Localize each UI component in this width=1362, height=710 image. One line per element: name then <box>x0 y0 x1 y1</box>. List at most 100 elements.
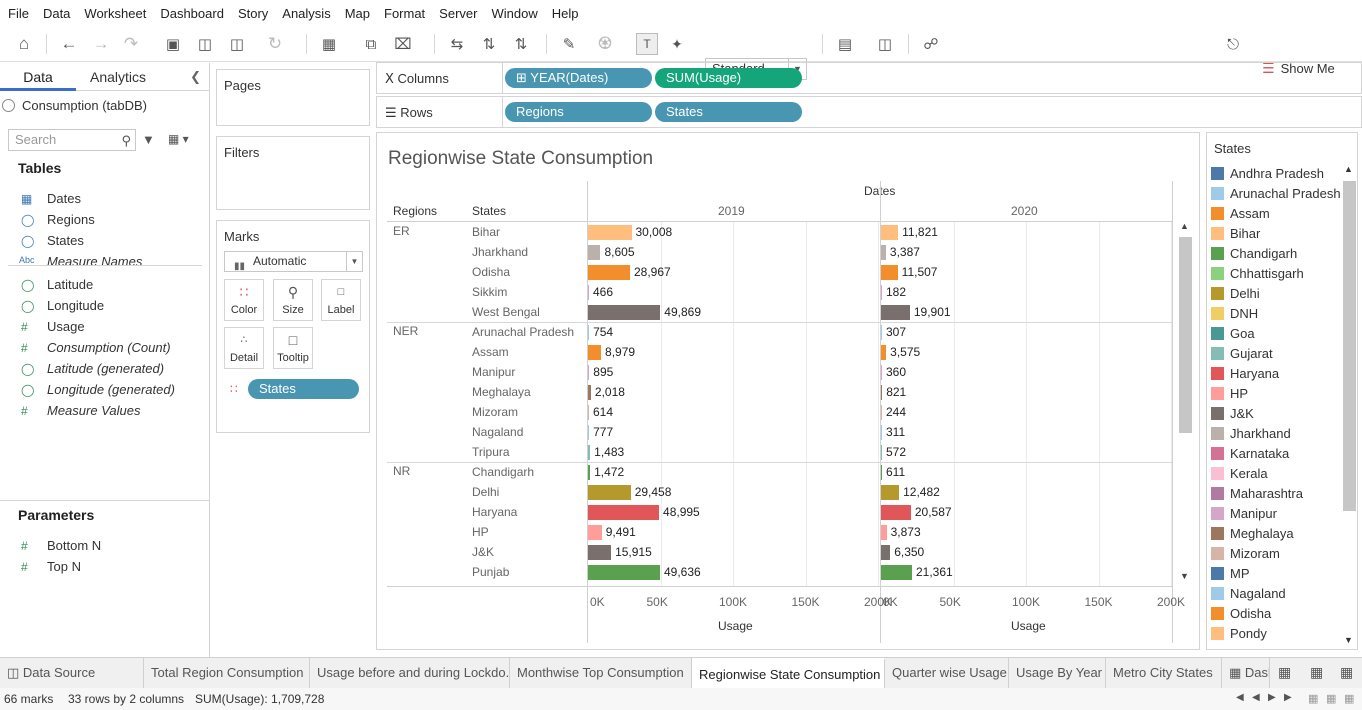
share-icon[interactable]: ☍ <box>923 36 939 53</box>
bar-mark[interactable] <box>588 385 591 400</box>
legend-item[interactable]: Goa <box>1211 323 1255 343</box>
field-item[interactable]: Dates <box>47 191 81 206</box>
bar-mark[interactable] <box>588 425 590 440</box>
legend-item[interactable]: J&K <box>1211 403 1254 423</box>
duplicate-sheet-icon[interactable]: ⧉ <box>365 35 377 53</box>
legend-item[interactable]: MP <box>1211 563 1250 583</box>
legend-item[interactable]: Chhattisgarh <box>1211 263 1304 283</box>
legend-item[interactable]: Jharkhand <box>1211 423 1291 443</box>
sheet-tab[interactable]: ▦ Dasl <box>1222 658 1270 689</box>
grid-view-icon[interactable]: ▦ <box>1308 693 1319 705</box>
bar-mark[interactable] <box>588 265 630 280</box>
filters-card[interactable]: Filters <box>216 136 370 210</box>
menu-format[interactable]: Format <box>384 5 426 21</box>
sheet-tab[interactable]: Metro City States <box>1106 658 1222 689</box>
size-button[interactable]: ⚲ Size <box>273 279 313 321</box>
field-item[interactable]: Measure Values <box>47 403 141 418</box>
show-cards-icon[interactable]: ▤ <box>837 36 853 53</box>
show-me-card-icon[interactable]: ⎋ <box>1227 35 1239 53</box>
bar-mark[interactable] <box>588 345 602 360</box>
parameter-item[interactable]: Top N <box>47 559 81 574</box>
save-icon[interactable]: ▣ <box>165 36 181 53</box>
undo-icon[interactable]: ← <box>60 34 78 53</box>
show-mark-labels-icon[interactable]: T <box>636 33 658 55</box>
regions-pill[interactable]: Regions <box>505 102 652 122</box>
sort-ascending-icon[interactable]: ⇅ <box>482 36 496 53</box>
menu-story[interactable]: Story <box>237 5 269 21</box>
legend-item[interactable]: Maharashtra <box>1211 483 1303 503</box>
bar-mark[interactable] <box>588 285 589 300</box>
bar-mark[interactable] <box>881 485 900 500</box>
tab-data[interactable]: Data <box>0 63 76 91</box>
refresh-icon[interactable]: ↻ <box>267 34 283 53</box>
legend-item[interactable]: DNH <box>1211 303 1258 323</box>
filter-icon[interactable]: ▼ <box>142 132 155 147</box>
field-item[interactable]: Usage <box>47 319 85 334</box>
bar-mark[interactable] <box>588 505 660 520</box>
datasource-item[interactable]: Consumption (tabDB) <box>2 98 147 113</box>
mark-type-select[interactable]: ▮▮ Automatic ▼ <box>224 251 363 272</box>
pages-card[interactable]: Pages <box>216 69 370 126</box>
bar-mark[interactable] <box>881 445 882 460</box>
legend-item[interactable]: Kerala <box>1211 463 1268 483</box>
sheet-tab[interactable]: Usage By Year <box>1009 658 1106 689</box>
scroll-up-icon[interactable]: ▲ <box>1344 164 1353 174</box>
new-story-tab-icon[interactable]: ▦ <box>1340 664 1354 680</box>
sum-usage-pill[interactable]: SUM(Usage) <box>655 68 802 88</box>
bar-mark[interactable] <box>881 345 887 360</box>
sheet-tab[interactable]: Monthwise Top Consumption <box>510 658 692 689</box>
detail-button[interactable]: ∴ Detail <box>224 327 264 369</box>
view-options-icon[interactable]: ▦ ▾ <box>168 132 189 146</box>
bar-mark[interactable] <box>588 405 589 420</box>
collapse-pane-icon[interactable]: ❮ <box>190 69 201 84</box>
legend-item[interactable]: Karnataka <box>1211 443 1289 463</box>
next-page-icon[interactable]: ▶ <box>1268 692 1276 703</box>
presentation-mode-icon[interactable]: ◫ <box>877 36 893 53</box>
sheet-tab[interactable]: Usage before and during Lockdo... <box>310 658 510 689</box>
color-button[interactable]: ∷ Color <box>224 279 264 321</box>
legend-item[interactable]: Mizoram <box>1211 543 1280 563</box>
bar-mark[interactable] <box>881 265 898 280</box>
sheet-tab[interactable]: ◫ Data Source <box>0 658 144 689</box>
field-item[interactable]: Regions <box>47 212 95 227</box>
fix-axes-icon[interactable]: ✦ <box>671 35 683 52</box>
sheet-tab[interactable]: Total Region Consumption <box>144 658 310 689</box>
tab-analytics[interactable]: Analytics <box>89 69 147 85</box>
scroll-up-icon[interactable]: ▲ <box>1180 221 1189 231</box>
bar-mark[interactable] <box>588 225 632 240</box>
sheet-tab[interactable]: Quarter wise Usage <box>885 658 1009 689</box>
new-worksheet-tab-icon[interactable]: ▦ <box>1278 664 1292 680</box>
highlight-icon[interactable]: ✎ <box>562 36 576 53</box>
year-dates-pill[interactable]: ⊞ YEAR(Dates) <box>505 68 652 88</box>
bar-mark[interactable] <box>881 545 891 560</box>
tab-view-icon[interactable]: ▦ <box>1344 693 1355 705</box>
replay-icon[interactable]: ↷ <box>123 34 139 53</box>
group-members-icon[interactable]: ♼ <box>597 34 613 53</box>
menu-dashboard[interactable]: Dashboard <box>160 5 224 21</box>
bar-mark[interactable] <box>881 285 882 300</box>
bar-mark[interactable] <box>881 305 910 320</box>
legend-item[interactable]: Bihar <box>1211 223 1260 243</box>
redo-icon[interactable]: → <box>92 34 110 53</box>
legend-item[interactable]: Delhi <box>1211 283 1260 303</box>
bar-mark[interactable] <box>588 565 660 580</box>
legend-item[interactable]: Assam <box>1211 203 1270 223</box>
scroll-thumb[interactable] <box>1179 237 1192 433</box>
field-item[interactable]: Longitude (generated) <box>47 382 175 397</box>
legend-item[interactable]: Haryana <box>1211 363 1279 383</box>
bar-mark[interactable] <box>588 445 591 460</box>
legend-item[interactable]: Nagaland <box>1211 583 1286 603</box>
legend-item[interactable]: HP <box>1211 383 1248 403</box>
field-item[interactable]: Latitude <box>47 277 94 292</box>
legend-item[interactable]: Manipur <box>1211 503 1277 523</box>
bar-mark[interactable] <box>881 225 899 240</box>
menu-server[interactable]: Server <box>439 5 478 21</box>
bar-mark[interactable] <box>881 425 882 440</box>
bar-mark[interactable] <box>881 405 882 420</box>
viz-scrollbar[interactable]: ▲ ▼ <box>1177 221 1193 585</box>
legend-item[interactable]: Andhra Pradesh <box>1211 163 1324 183</box>
menu-help[interactable]: Help <box>551 5 579 21</box>
new-dashboard-tab-icon[interactable]: ▦ <box>1310 664 1324 680</box>
clear-sheet-icon[interactable]: ⌧ <box>394 36 412 53</box>
menu-file[interactable]: File <box>8 5 29 21</box>
